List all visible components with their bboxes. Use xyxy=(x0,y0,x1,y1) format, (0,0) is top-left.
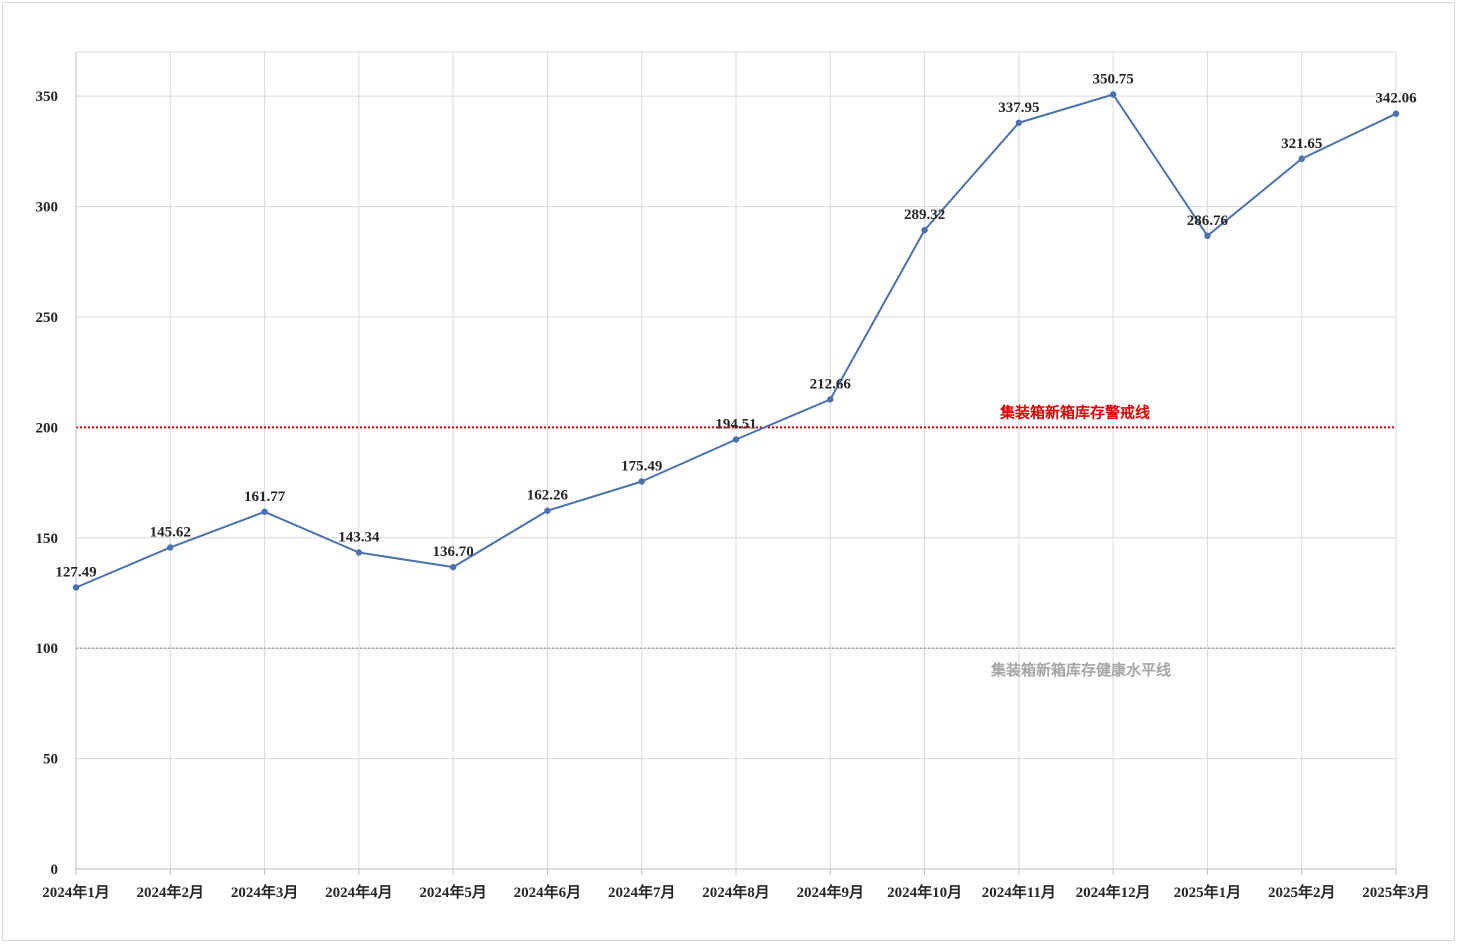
data-point xyxy=(1204,232,1211,240)
data-label: 342.06 xyxy=(1375,91,1417,107)
x-tick-label: 2025年3月 xyxy=(1362,883,1430,901)
data-point xyxy=(1109,91,1117,98)
y-tick-label: 200 xyxy=(36,420,59,436)
data-point xyxy=(827,396,834,403)
x-tick-label: 2024年7月 xyxy=(608,883,676,901)
data-point xyxy=(1298,155,1305,162)
data-label: 143.34 xyxy=(338,529,380,545)
y-tick-label: 300 xyxy=(36,200,59,216)
data-label: 145.62 xyxy=(150,524,191,540)
data-point xyxy=(449,563,457,571)
y-tick-label: 150 xyxy=(36,531,59,547)
y-tick-label: 0 xyxy=(51,862,59,878)
data-label: 289.32 xyxy=(904,207,945,223)
data-point xyxy=(261,508,268,515)
data-label: 175.49 xyxy=(621,458,662,474)
data-label: 136.70 xyxy=(433,544,474,560)
data-label: 161.77 xyxy=(244,489,286,505)
x-tick-label: 2025年2月 xyxy=(1268,883,1336,901)
data-labels: 127.49 145.62 161.77 143.34 136.70 162.26 175.… xyxy=(55,72,1417,581)
data-label: 212.66 xyxy=(810,376,852,392)
data-point xyxy=(1392,110,1400,117)
data-point xyxy=(638,478,645,485)
data-label: 321.65 xyxy=(1281,136,1322,152)
data-label: 350.75 xyxy=(1093,72,1134,88)
data-point xyxy=(732,436,740,443)
healthy-line-label: 集装箱新箱库存健康水平线 xyxy=(990,661,1171,679)
data-point xyxy=(921,226,928,234)
data-point xyxy=(72,584,80,591)
data-point xyxy=(355,549,363,556)
series-group xyxy=(72,91,1400,591)
warning-line-label: 集装箱新箱库存警戒线 xyxy=(999,403,1150,421)
x-tick-label: 2024年6月 xyxy=(514,883,582,901)
x-tick-label: 2024年4月 xyxy=(325,883,393,901)
data-label: 127.49 xyxy=(55,564,96,580)
x-tick-label: 2025年1月 xyxy=(1174,883,1242,901)
y-tick-label: 100 xyxy=(36,641,59,657)
data-label: 194.51 xyxy=(715,417,756,433)
data-label: 286.76 xyxy=(1187,213,1229,229)
x-tick-labels: 2024年1月 2024年2月 2024年3月 2024年4月 2024年5月 2024年… xyxy=(42,883,1430,901)
vertical-gridlines xyxy=(169,52,1397,869)
x-tick-label: 2024年1月 xyxy=(42,883,110,901)
data-label: 337.95 xyxy=(998,100,1039,116)
x-tick-label: 2024年3月 xyxy=(231,883,299,901)
data-point xyxy=(167,544,174,551)
x-tick-label: 2024年2月 xyxy=(137,883,205,901)
y-tick-label: 250 xyxy=(36,310,59,326)
data-label: 162.26 xyxy=(527,488,569,504)
data-point xyxy=(544,507,551,514)
y-tick-label: 350 xyxy=(36,89,59,105)
x-tick-label: 2024年5月 xyxy=(419,883,487,901)
y-tick-labels: 0 50 100 150 200 250 300 350 xyxy=(36,89,59,878)
x-tick-label: 2024年12月 xyxy=(1076,883,1151,901)
x-tick-label: 2024年10月 xyxy=(887,883,962,901)
x-tick-label: 2024年8月 xyxy=(702,883,770,901)
axes xyxy=(75,52,1397,875)
data-point xyxy=(1015,119,1023,126)
y-tick-label: 50 xyxy=(43,752,58,768)
x-tick-label: 2024年11月 xyxy=(982,883,1056,901)
x-tick-label: 2024年9月 xyxy=(797,883,865,901)
